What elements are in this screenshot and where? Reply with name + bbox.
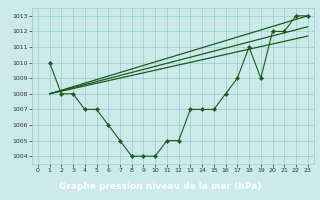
Text: Graphe pression niveau de la mer (hPa): Graphe pression niveau de la mer (hPa) — [59, 182, 261, 191]
